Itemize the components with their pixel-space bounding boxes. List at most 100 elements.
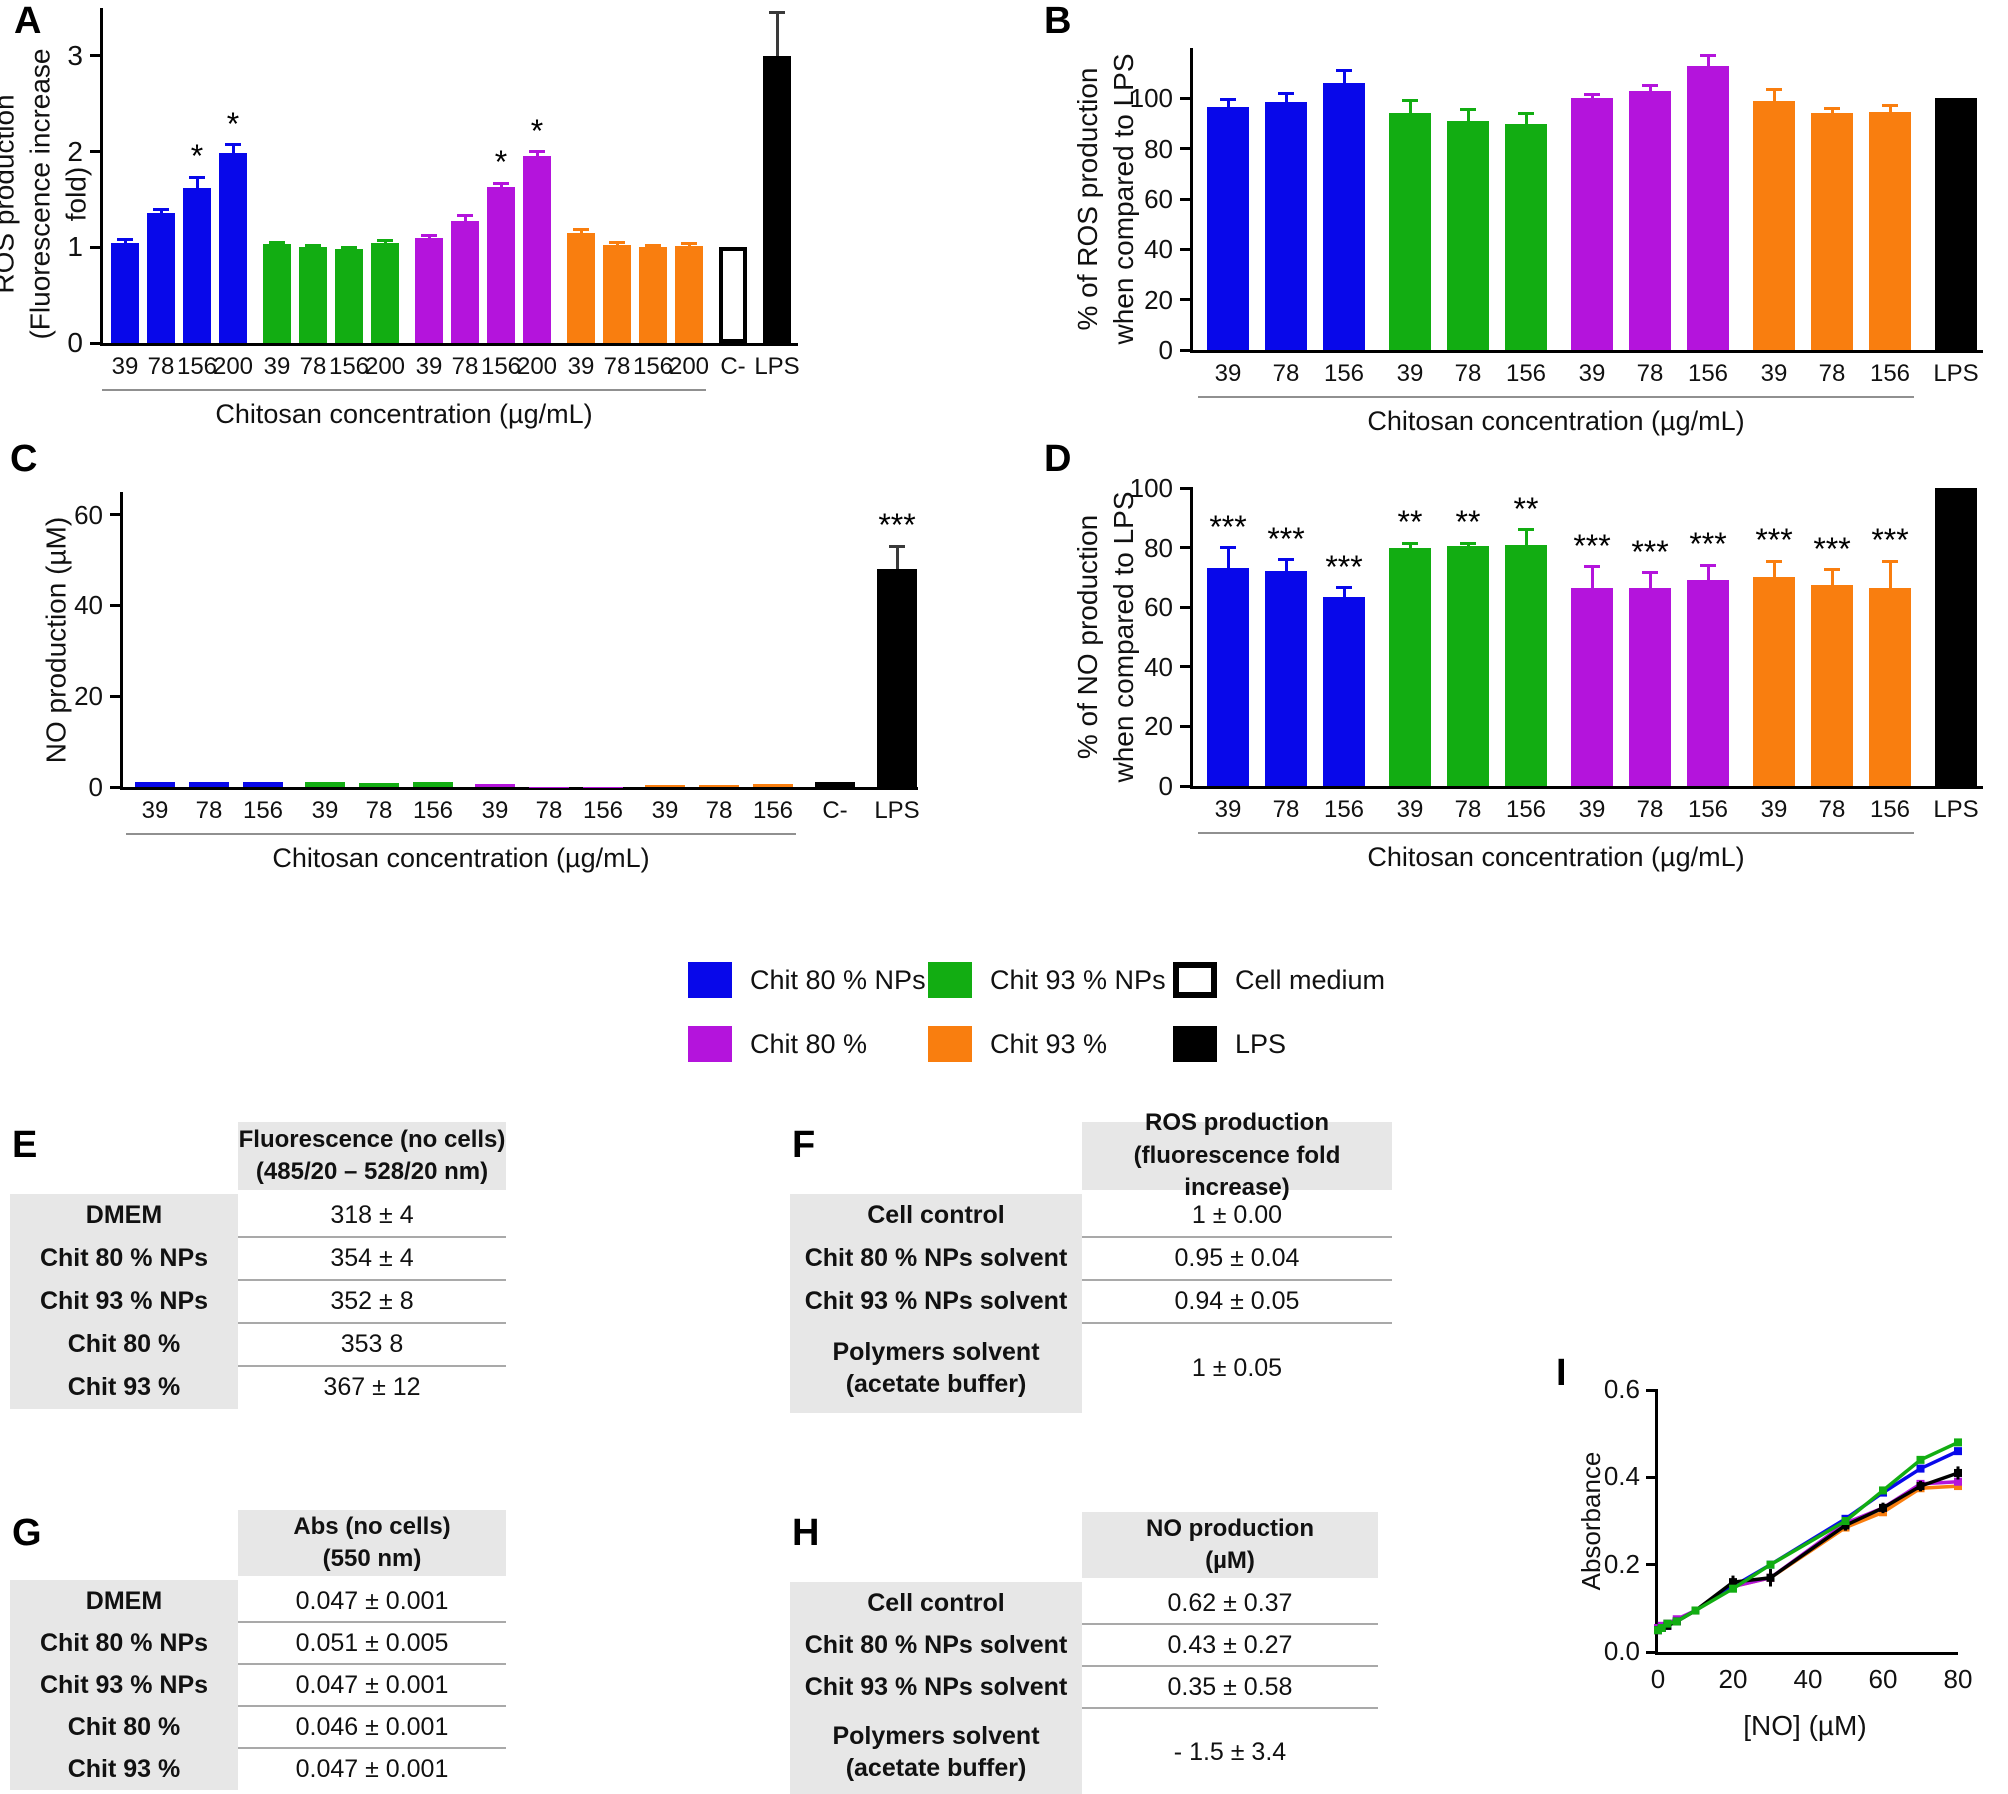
bar bbox=[219, 152, 247, 343]
y-axis-title-line: when compared to LPS bbox=[1108, 491, 1139, 783]
x-tick-label: 156 bbox=[1687, 360, 1729, 387]
legend-label: LPS bbox=[1235, 1028, 1287, 1059]
error-bar-cap bbox=[1584, 565, 1600, 569]
error-bar-stem bbox=[775, 12, 779, 56]
bar bbox=[413, 782, 453, 787]
table-column-header-line: ROS production bbox=[1145, 1109, 1329, 1137]
table-cell-value: 1 ± 0.00 bbox=[1191, 1201, 1283, 1229]
y-tick-mark bbox=[90, 54, 103, 58]
table-row-label-line: Chit 80 % NPs solvent bbox=[804, 1244, 1068, 1273]
error-bar-cap bbox=[1700, 563, 1716, 567]
significance-marker: *** bbox=[878, 507, 916, 544]
error-bar-stem bbox=[1648, 572, 1652, 588]
table-row-divider bbox=[1082, 1623, 1378, 1625]
error-bar-stem bbox=[1524, 529, 1528, 545]
bar bbox=[1629, 587, 1671, 786]
data-point-marker bbox=[1879, 1486, 1887, 1495]
error-bar-stem bbox=[1524, 113, 1528, 124]
table-cell-value: 0.35 ± 0.58 bbox=[1167, 1672, 1293, 1701]
significance-marker: *** bbox=[1689, 526, 1727, 563]
data-point-marker bbox=[1841, 1521, 1850, 1530]
table-row-divider bbox=[238, 1279, 506, 1281]
x-tick-label: 156 bbox=[1869, 796, 1911, 823]
x-tick-label: 78 bbox=[451, 353, 479, 380]
table-row-label-line: Chit 80 % NPs bbox=[39, 1628, 209, 1657]
significance-marker: *** bbox=[1573, 527, 1611, 564]
error-bar-stem bbox=[231, 144, 235, 153]
table-row-label: Chit 93 % bbox=[10, 1366, 238, 1409]
bar-group-orange: *** 78 bbox=[1811, 488, 1853, 823]
table-row-label: Chit 93 % NPs solvent bbox=[790, 1666, 1082, 1708]
bar-group-orange: 78 bbox=[1811, 48, 1853, 387]
error-bar-cap bbox=[1584, 93, 1600, 97]
error-bar-stem bbox=[1648, 85, 1652, 91]
x-tick-label: 156 bbox=[1505, 360, 1547, 387]
x-axis-group-underline bbox=[126, 833, 796, 835]
table-row-divider bbox=[238, 1322, 506, 1324]
x-tick-label: 200 bbox=[212, 353, 254, 380]
error-bar-stem bbox=[1408, 100, 1412, 114]
table-row-label-line: Chit 93 % NPs bbox=[39, 1670, 209, 1699]
panel-label-a: A bbox=[14, 0, 42, 42]
significance-marker: * bbox=[494, 144, 508, 181]
bar bbox=[645, 784, 685, 787]
table-row-label-line: DMEM bbox=[85, 1586, 163, 1615]
error-bar-cap bbox=[457, 214, 473, 218]
y-tick-label: 40 bbox=[1144, 234, 1173, 265]
significance-marker: *** bbox=[1871, 522, 1909, 559]
x-tick-label: 78 bbox=[1272, 360, 1300, 387]
error-bar-stem bbox=[195, 177, 199, 188]
error-bar-cap bbox=[1336, 69, 1352, 73]
y-tick-label: 0.6 bbox=[1603, 1374, 1640, 1404]
bar-group-orange: 156 bbox=[1869, 48, 1911, 387]
bar bbox=[147, 212, 175, 343]
panel-label-i: I bbox=[1556, 1352, 1567, 1394]
table-row-divider bbox=[238, 1365, 506, 1367]
x-tick-label: 78 bbox=[535, 797, 563, 824]
y-tick-mark bbox=[1180, 96, 1193, 100]
x-tick-label: 156 bbox=[1869, 360, 1911, 387]
table-column-header: Abs (no cells) (550 nm) bbox=[238, 1510, 506, 1576]
y-tick-mark bbox=[110, 694, 123, 698]
x-tick-label: 39 bbox=[415, 353, 443, 380]
y-tick-label: 0.2 bbox=[1603, 1548, 1640, 1579]
y-tick-mark bbox=[1180, 665, 1193, 669]
bar bbox=[1389, 547, 1431, 786]
table-row-label-line: Chit 93 % NPs solvent bbox=[804, 1287, 1068, 1316]
x-tick-label: 156 bbox=[632, 353, 674, 380]
bar-group-green: 39 bbox=[1389, 48, 1431, 387]
error-bar-cap bbox=[421, 234, 437, 238]
x-tick-label: 156 bbox=[412, 797, 454, 824]
y-tick-mark bbox=[1180, 197, 1193, 201]
error-bar-cap bbox=[1220, 98, 1236, 102]
error-bar-cap bbox=[1766, 88, 1782, 92]
panel-d-no-percent-bar-chart: 0 20 40 60 80 100 *** 39 *** 78 *** 156 ** 39 ** 78 ** 15… bbox=[1040, 430, 2008, 910]
bar bbox=[753, 784, 793, 787]
data-point-marker bbox=[1954, 1482, 1962, 1491]
significance-marker: *** bbox=[1209, 508, 1247, 545]
table-row-label: Chit 80 % NPs solvent bbox=[790, 1237, 1082, 1280]
significance-marker: *** bbox=[1813, 530, 1851, 567]
bar-group-green: 156 bbox=[329, 8, 369, 380]
bar-group-blue: 78 bbox=[147, 8, 175, 380]
error-bar-cap bbox=[1824, 568, 1840, 572]
bar-group-magenta: 39 bbox=[1571, 48, 1613, 387]
bar bbox=[183, 187, 211, 343]
bar-group-green: ** 156 bbox=[1505, 488, 1547, 823]
error-bar-cap bbox=[1336, 586, 1352, 590]
legend-label: Chit 80 % bbox=[750, 1028, 868, 1059]
error-bar-stem bbox=[1342, 70, 1346, 84]
error-bar-cap bbox=[1766, 559, 1782, 563]
x-axis-group-underline bbox=[102, 389, 706, 391]
x-tick-label: 156 bbox=[176, 353, 218, 380]
x-tick-label: 39 bbox=[1214, 796, 1242, 823]
table-row-divider bbox=[1082, 1236, 1392, 1238]
bar bbox=[1687, 65, 1729, 350]
bar-group-green: ** 39 bbox=[1389, 488, 1431, 823]
error-bar-cap bbox=[1824, 106, 1840, 110]
x-tick-label: 78 bbox=[1636, 796, 1664, 823]
x-tick-label: 39 bbox=[1760, 360, 1788, 387]
error-bar-stem bbox=[463, 215, 467, 222]
table-row-label: Chit 80 % bbox=[10, 1706, 238, 1748]
